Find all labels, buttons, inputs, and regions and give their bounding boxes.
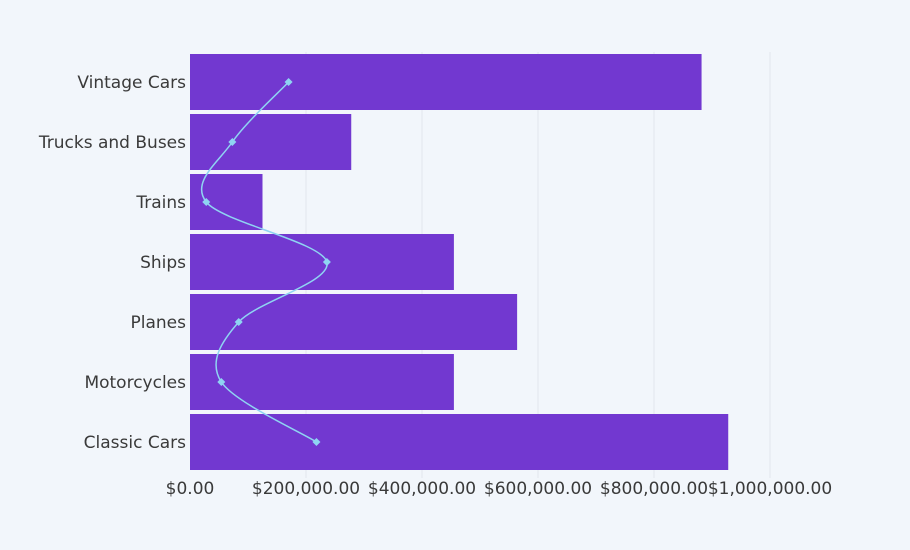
bar	[190, 234, 454, 290]
line-point	[217, 378, 226, 386]
category-label: Vintage Cars	[77, 73, 186, 93]
category-label: Ships	[140, 253, 186, 273]
line-point	[284, 78, 293, 86]
value-axis: $0.00 $200,000.00 $400,000.00 $600,000.00 $8…	[166, 479, 833, 499]
bar	[190, 354, 454, 410]
category-label: Motorcycles	[84, 373, 186, 393]
line-point	[202, 198, 211, 206]
line-point	[228, 138, 237, 146]
x-tick-label: $600,000.00	[484, 479, 592, 499]
line-point	[234, 318, 243, 326]
x-tick-label: $400,000.00	[368, 479, 476, 499]
x-tick-label: $1,000,000.00	[708, 479, 832, 499]
category-label: Trucks and Buses	[38, 133, 186, 153]
x-tick-label: $0.00	[166, 479, 215, 499]
bar	[190, 174, 263, 230]
line-point	[312, 438, 321, 446]
line-point	[322, 258, 331, 266]
bar	[190, 54, 702, 110]
category-axis: Vintage Cars Trucks and Buses Trains Ships P…	[38, 73, 186, 453]
category-label: Classic Cars	[84, 433, 186, 453]
bar	[190, 294, 518, 350]
category-label: Trains	[135, 193, 186, 213]
x-tick-label: $200,000.00	[252, 479, 360, 499]
line-series	[200, 78, 331, 446]
bar	[190, 114, 352, 170]
bar	[190, 414, 729, 470]
category-label: Planes	[131, 313, 187, 333]
x-tick-label: $800,000.00	[600, 479, 708, 499]
bar-series	[190, 54, 729, 470]
